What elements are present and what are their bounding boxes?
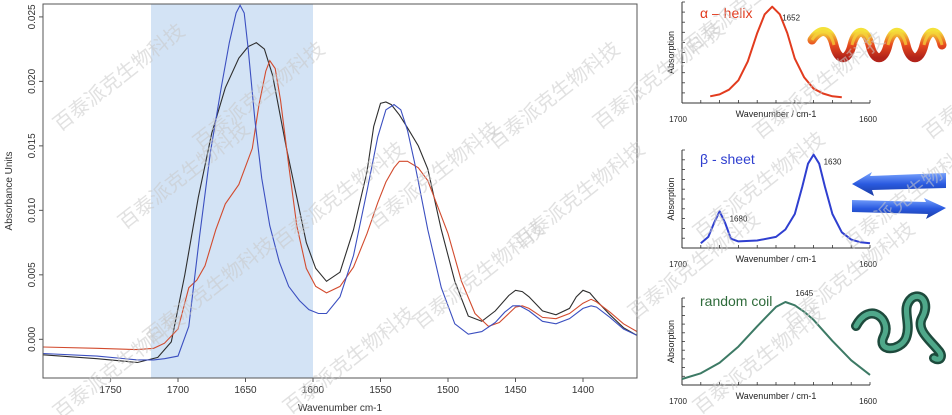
main-x-tick-label: 1450 bbox=[504, 385, 527, 396]
main-series-line-2 bbox=[42, 59, 638, 351]
beta-x-axis-label: Wavenumber / cm-1 bbox=[736, 254, 817, 264]
random-coil-plot bbox=[681, 297, 871, 386]
main-y-tick-label: 0.000 bbox=[27, 326, 38, 351]
alpha-peak-label: 1652 bbox=[782, 14, 800, 23]
main-x-tick-label: 1700 bbox=[167, 385, 190, 396]
alpha-x-axis-label: Wavenumber / cm-1 bbox=[736, 109, 817, 119]
watermark-text: 百泰派克生物科技 bbox=[484, 37, 624, 154]
beta-spectrum-line bbox=[700, 153, 871, 245]
random-coil-illustration bbox=[851, 291, 946, 365]
beta-peak-label: 1630 bbox=[824, 158, 842, 167]
alpha-spectrum-line bbox=[710, 5, 842, 99]
main-series-line-1 bbox=[42, 42, 638, 364]
main-series-line-3 bbox=[42, 4, 638, 361]
beta-sheet-title: β - sheet bbox=[700, 151, 755, 167]
main-y-tick-label: 0.005 bbox=[27, 262, 38, 287]
main-x-ticks: 1750 1700 1650 1600 1550 1500 1450 1400 bbox=[99, 378, 595, 396]
watermark-text: 百泰派克生物科技 bbox=[749, 27, 889, 144]
main-plot-frame bbox=[42, 3, 638, 379]
beta-sheet-illustration bbox=[852, 172, 946, 219]
main-y-tick-label: 0.025 bbox=[27, 4, 38, 29]
main-x-tick-label: 1600 bbox=[302, 385, 325, 396]
main-x-axis-label: Wavenumber cm-1 bbox=[298, 403, 383, 414]
beta-x-tick-label: 1700 bbox=[669, 260, 687, 269]
main-x-tick-label: 1500 bbox=[437, 385, 460, 396]
beta-peak-label: 1680 bbox=[730, 214, 748, 223]
alpha-helix-plot bbox=[681, 1, 871, 104]
coil-peak-label: 1645 bbox=[795, 289, 813, 298]
main-x-tick-label: 1550 bbox=[369, 385, 392, 396]
main-y-axis-label: Absorbance Units bbox=[4, 152, 15, 231]
alpha-x-tick-label: 1700 bbox=[669, 115, 687, 124]
beta-y-axis-label: Absorption bbox=[666, 177, 676, 220]
main-y-ticks: 0.025 0.020 0.015 0.010 0.005 0.000 bbox=[27, 4, 43, 352]
alpha-helix-illustration bbox=[807, 27, 947, 63]
beta-sheet-panel: β - sheet Wavenumber / cm-1 Absorption 1… bbox=[666, 149, 946, 269]
alpha-helix-panel: α – helix Wavenumber / cm-1 Absorption 1… bbox=[666, 1, 947, 124]
main-series-group bbox=[42, 4, 638, 364]
watermark-text: 百泰派克生物科技 bbox=[364, 117, 504, 234]
main-x-tick-label: 1650 bbox=[234, 385, 257, 396]
beta-x-tick-label: 1600 bbox=[859, 260, 877, 269]
coil-x-tick-label: 1700 bbox=[669, 397, 687, 406]
main-x-tick-label: 1400 bbox=[572, 385, 595, 396]
coil-spectrum-line bbox=[681, 301, 871, 380]
coil-y-axis-label: Absorption bbox=[666, 320, 676, 363]
main-y-tick-label: 0.020 bbox=[27, 68, 38, 93]
random-coil-title: random coil bbox=[700, 293, 772, 309]
coil-x-axis-label: Wavenumber / cm-1 bbox=[736, 391, 817, 401]
alpha-y-axis-label: Absorption bbox=[666, 31, 676, 74]
main-x-tick-label: 1750 bbox=[99, 385, 122, 396]
alpha-x-tick-label: 1600 bbox=[859, 115, 877, 124]
random-coil-panel: random coil Wavenumber / cm-1 Absorption… bbox=[666, 289, 946, 406]
alpha-helix-title: α – helix bbox=[700, 5, 752, 21]
beta-sheet-plot bbox=[681, 149, 871, 249]
main-y-tick-label: 0.010 bbox=[27, 197, 38, 222]
main-spectrum-chart: 1750 1700 1650 1600 1550 1500 1450 1400 0.0250.… bbox=[4, 3, 638, 414]
main-y-tick-label: 0.015 bbox=[27, 133, 38, 158]
coil-x-tick-label: 1600 bbox=[859, 397, 877, 406]
amide-i-highlight-band bbox=[151, 4, 313, 378]
watermark-text: 百泰派克生物科技 bbox=[509, 137, 649, 254]
